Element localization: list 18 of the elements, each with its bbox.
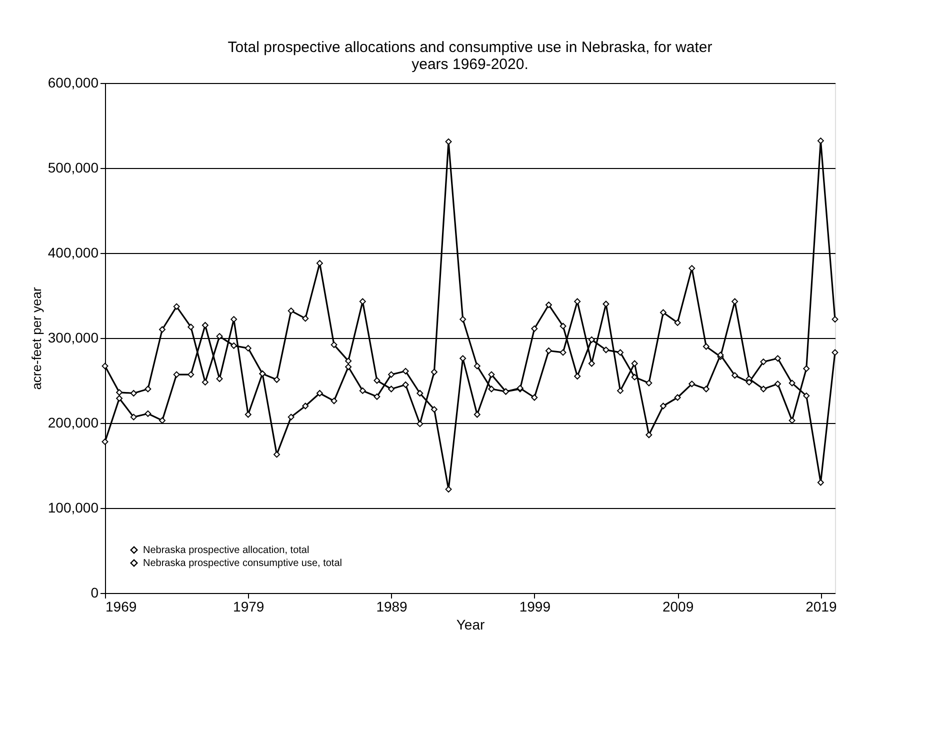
y-tick-label: 400,000 <box>48 244 99 260</box>
y-axis-title: acre-feet per year <box>28 286 44 390</box>
x-tick-label: 1989 <box>376 598 408 614</box>
y-tick-label: 500,000 <box>48 160 99 176</box>
x-axis-title: Year <box>456 616 485 632</box>
y-tick-label: 200,000 <box>48 414 99 430</box>
y-tick-label: 0 <box>90 584 99 600</box>
x-tick-label: 1979 <box>233 598 264 614</box>
legend-label: Nebraska prospective consumptive use, total <box>143 558 342 569</box>
y-tick-label: 300,000 <box>48 330 99 346</box>
x-tick-label: 1999 <box>519 598 551 614</box>
chart-title: Total prospective allocations and consumptive use in Nebraska, for water years 1969-2020. <box>228 39 712 73</box>
legend-label: Nebraska prospective allocation, total <box>143 545 310 556</box>
x-tick-label: 2009 <box>662 598 694 614</box>
y-tick-label: 100,000 <box>48 500 99 516</box>
y-tick-label: 600,000 <box>48 74 99 90</box>
x-tick-label: 2019 <box>806 598 837 614</box>
x-tick-label: 1969 <box>106 598 137 614</box>
